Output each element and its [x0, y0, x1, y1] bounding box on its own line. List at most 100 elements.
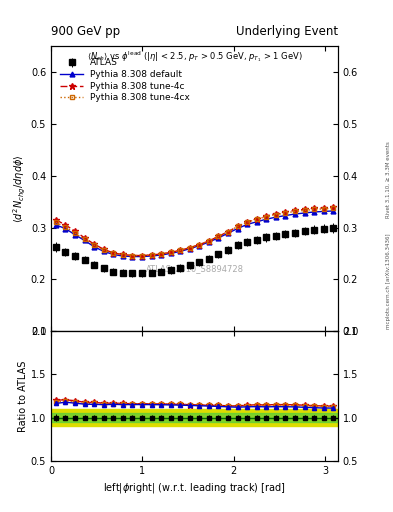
Pythia 8.308 tune-4c [283, 209, 288, 215]
Pythia 8.308 default [226, 230, 230, 237]
Pythia 8.308 tune-4c [274, 210, 278, 217]
Pythia 8.308 tune-4cx [130, 252, 135, 259]
Line: Pythia 8.308 tune-4cx: Pythia 8.308 tune-4cx [53, 206, 336, 258]
Pythia 8.308 tune-4c [92, 241, 96, 247]
Pythia 8.308 tune-4cx [63, 224, 68, 230]
Pythia 8.308 tune-4c [111, 250, 116, 256]
Pythia 8.308 tune-4c [82, 235, 87, 241]
Line: Pythia 8.308 default: Pythia 8.308 default [53, 208, 336, 259]
Pythia 8.308 default [159, 252, 163, 258]
Text: Rivet 3.1.10, ≥ 3.3M events: Rivet 3.1.10, ≥ 3.3M events [386, 141, 391, 218]
Pythia 8.308 tune-4cx [73, 230, 77, 237]
Pythia 8.308 default [207, 239, 211, 245]
Pythia 8.308 default [321, 208, 326, 215]
Line: Pythia 8.308 tune-4c: Pythia 8.308 tune-4c [52, 204, 337, 259]
Pythia 8.308 tune-4cx [292, 208, 297, 215]
Pythia 8.308 tune-4c [187, 245, 192, 251]
Pythia 8.308 tune-4c [159, 251, 163, 257]
Pythia 8.308 default [216, 235, 221, 241]
Pythia 8.308 tune-4c [130, 252, 135, 259]
Text: mcplots.cern.ch [arXiv:1306.3436]: mcplots.cern.ch [arXiv:1306.3436] [386, 234, 391, 329]
Pythia 8.308 tune-4c [140, 252, 144, 259]
Pythia 8.308 default [92, 244, 96, 250]
Pythia 8.308 default [130, 253, 135, 260]
Pythia 8.308 tune-4cx [207, 238, 211, 244]
Text: $\langle N_{ch}\rangle$ vs $\phi^{\mathrm{lead}}$ ($|\eta|$ < 2.5, $p_T$ > 0.5 G: $\langle N_{ch}\rangle$ vs $\phi^{\mathr… [86, 49, 303, 64]
Pythia 8.308 tune-4c [254, 216, 259, 222]
Pythia 8.308 default [168, 250, 173, 257]
Pythia 8.308 tune-4cx [111, 250, 116, 257]
Pythia 8.308 tune-4c [245, 219, 250, 225]
Pythia 8.308 default [197, 243, 202, 249]
Text: Underlying Event: Underlying Event [236, 26, 338, 38]
Bar [51, 413, 338, 422]
Pythia 8.308 tune-4cx [274, 211, 278, 218]
Pythia 8.308 default [111, 251, 116, 258]
Y-axis label: Ratio to ATLAS: Ratio to ATLAS [18, 360, 28, 432]
Pythia 8.308 tune-4cx [254, 216, 259, 222]
Pythia 8.308 tune-4c [331, 204, 336, 210]
Pythia 8.308 tune-4c [321, 205, 326, 211]
Pythia 8.308 tune-4cx [178, 247, 183, 253]
Pythia 8.308 tune-4c [197, 242, 202, 248]
Pythia 8.308 tune-4cx [53, 219, 58, 225]
Pythia 8.308 default [254, 219, 259, 225]
Pythia 8.308 default [63, 225, 68, 231]
Pythia 8.308 tune-4c [235, 223, 240, 229]
Pythia 8.308 tune-4cx [140, 252, 144, 259]
Pythia 8.308 default [264, 216, 268, 222]
Pythia 8.308 tune-4c [216, 233, 221, 240]
Pythia 8.308 tune-4cx [312, 206, 316, 212]
Pythia 8.308 default [187, 246, 192, 252]
Pythia 8.308 tune-4cx [245, 219, 250, 225]
Pythia 8.308 tune-4c [120, 251, 125, 258]
Pythia 8.308 tune-4c [207, 238, 211, 244]
Pythia 8.308 tune-4c [149, 252, 154, 258]
Text: 900 GeV pp: 900 GeV pp [51, 26, 120, 38]
Pythia 8.308 tune-4c [178, 247, 183, 253]
Pythia 8.308 tune-4cx [159, 251, 163, 257]
Pythia 8.308 tune-4c [312, 205, 316, 211]
Pythia 8.308 tune-4cx [120, 252, 125, 258]
X-axis label: left|$\phi$right| (w.r.t. leading track) [rad]: left|$\phi$right| (w.r.t. leading track)… [103, 481, 286, 495]
Pythia 8.308 tune-4cx [187, 245, 192, 251]
Pythia 8.308 tune-4cx [168, 249, 173, 255]
Pythia 8.308 tune-4c [302, 206, 307, 212]
Pythia 8.308 tune-4cx [331, 205, 336, 211]
Pythia 8.308 tune-4c [73, 228, 77, 234]
Pythia 8.308 default [274, 214, 278, 220]
Pythia 8.308 default [178, 248, 183, 254]
Pythia 8.308 tune-4c [264, 213, 268, 219]
Pythia 8.308 default [101, 248, 106, 254]
Pythia 8.308 tune-4c [292, 207, 297, 214]
Pythia 8.308 default [73, 232, 77, 238]
Text: ATLAS_2010_S8894728: ATLAS_2010_S8894728 [145, 264, 244, 273]
Pythia 8.308 tune-4c [226, 228, 230, 234]
Pythia 8.308 tune-4cx [235, 223, 240, 229]
Y-axis label: $\langle d^2 N_{chg}/d\eta d\phi \rangle$: $\langle d^2 N_{chg}/d\eta d\phi \rangle… [12, 154, 28, 223]
Pythia 8.308 default [53, 222, 58, 228]
Pythia 8.308 default [82, 238, 87, 244]
Pythia 8.308 tune-4c [53, 217, 58, 223]
Pythia 8.308 tune-4c [168, 249, 173, 255]
Pythia 8.308 tune-4cx [321, 206, 326, 212]
Pythia 8.308 tune-4cx [101, 247, 106, 253]
Pythia 8.308 default [149, 253, 154, 259]
Pythia 8.308 tune-4cx [226, 228, 230, 234]
Pythia 8.308 default [120, 253, 125, 259]
Pythia 8.308 default [331, 208, 336, 214]
Pythia 8.308 tune-4cx [197, 242, 202, 248]
Pythia 8.308 tune-4cx [216, 233, 221, 240]
Pythia 8.308 tune-4cx [302, 207, 307, 214]
Pythia 8.308 tune-4cx [283, 210, 288, 216]
Pythia 8.308 tune-4cx [264, 214, 268, 220]
Pythia 8.308 tune-4cx [82, 237, 87, 243]
Pythia 8.308 default [140, 253, 144, 260]
Pythia 8.308 default [302, 210, 307, 216]
Pythia 8.308 tune-4cx [92, 242, 96, 248]
Bar [51, 409, 338, 426]
Pythia 8.308 default [283, 212, 288, 219]
Legend: ATLAS, Pythia 8.308 default, Pythia 8.308 tune-4c, Pythia 8.308 tune-4cx: ATLAS, Pythia 8.308 default, Pythia 8.30… [57, 55, 194, 106]
Pythia 8.308 default [235, 225, 240, 231]
Pythia 8.308 default [312, 209, 316, 215]
